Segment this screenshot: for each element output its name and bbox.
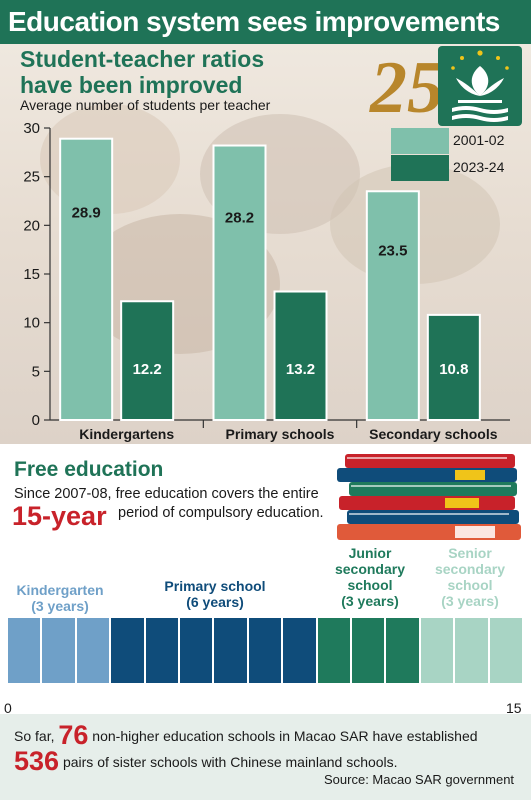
bar-value-label: 10.8 [439, 361, 468, 378]
bar-value-label: 28.9 [72, 204, 101, 221]
y-tick-label: 25 [23, 169, 40, 186]
subtitle-line-2: have been improved [20, 72, 243, 98]
stage-label-primary: Primary school (6 years) [112, 578, 318, 610]
x-tick-label: Primary schools [226, 426, 335, 442]
num-pairs: 536 [14, 746, 60, 776]
chart-subtitle: Student-teacher ratios have been improve… [20, 46, 264, 98]
y-tick-label: 0 [32, 412, 40, 429]
bar-value-label: 23.5 [378, 242, 407, 259]
year-segment [352, 618, 387, 683]
bar-axis-min: 0 [4, 700, 12, 716]
stage-years: (3 years) [341, 593, 399, 609]
bar-2001-02-kindergartens [59, 137, 114, 422]
free-education-title: Free education [14, 458, 164, 481]
y-tick-label: 15 [23, 266, 40, 283]
y-tick-label: 20 [23, 217, 40, 234]
year-segment [8, 618, 43, 683]
text-pairs: pairs of sister schools with Chinese mai… [62, 754, 398, 770]
stage-name-line: Senior [448, 545, 492, 561]
year-segment [180, 618, 215, 683]
stage-name-line: Junior [348, 545, 392, 561]
stage-label-senior-secondary: Senior secondary school (3 years) [418, 545, 522, 609]
bar-2001-02-primary-schools [212, 144, 267, 422]
stage-name: Primary school [164, 578, 266, 594]
stage-name-line: school [447, 577, 493, 593]
legend-swatch [391, 128, 449, 154]
year-segment [248, 618, 284, 683]
bar-2023-24-kindergartens [120, 300, 175, 421]
year-segment [317, 618, 353, 683]
sister-schools-line2: 536 pairs of sister schools with Chinese… [14, 746, 398, 777]
subtitle-line-1: Student-teacher ratios [20, 46, 265, 72]
svg-text:25: 25 [369, 47, 444, 128]
text-prefix: So far, [14, 728, 55, 744]
bar-chart: 0 5 10 15 20 25 30 Kindergartens Primary schools… [23, 120, 510, 442]
stage-label-kindergarten: Kindergarten (3 years) [8, 582, 112, 614]
bar-2001-02-secondary-schools [365, 190, 420, 422]
year-segment [386, 618, 421, 683]
sister-schools-box [0, 714, 531, 800]
legend-label: 2001-02 [453, 132, 505, 148]
year-segment [42, 618, 77, 683]
year-segment [489, 618, 523, 683]
y-tick-label: 30 [23, 120, 40, 137]
book-stack-icon [337, 454, 521, 540]
year-segment [283, 618, 318, 683]
y-axis-label: Average number of students per teacher [20, 97, 271, 113]
macao-25th-anniversary-emblem-icon: 25 [369, 46, 522, 128]
stage-years: (6 years) [186, 594, 244, 610]
bar-value-label: 28.2 [225, 209, 254, 226]
year-segment [420, 618, 456, 683]
bar-value-label: 13.2 [286, 361, 315, 378]
fifteen-year-bar [8, 618, 523, 683]
legend-label: 2023-24 [453, 159, 505, 175]
text-schools: non-higher education schools in Macao SA… [92, 728, 478, 744]
free-education-line1: Since 2007-08, free education covers the… [14, 486, 319, 502]
stage-years: (3 years) [441, 593, 499, 609]
source-note: Source: Macao SAR government [324, 772, 515, 787]
bar-2023-24-secondary-schools [426, 313, 481, 422]
stage-name-line: school [347, 577, 393, 593]
year-segment [455, 618, 490, 683]
legend-swatch [391, 155, 449, 181]
free-education-highlight: 15-year [12, 501, 107, 531]
year-segment [214, 618, 249, 683]
y-tick-label: 10 [23, 315, 40, 332]
free-education-line2: period of compulsory education. [118, 505, 324, 521]
year-segment [145, 618, 181, 683]
year-segment [111, 618, 146, 683]
bar-axis-max: 15 [506, 700, 522, 716]
stage-name: Kindergarten [16, 582, 104, 598]
header-banner: Education system sees improvements [0, 0, 531, 44]
y-tick-label: 5 [32, 363, 40, 380]
bar-2023-24-primary-schools [273, 290, 328, 421]
stage-label-junior-secondary: Junior secondary school (3 years) [318, 545, 422, 609]
x-tick-label: Kindergartens [79, 426, 174, 442]
year-segment [76, 618, 112, 683]
page-title: Education system sees improvements [8, 6, 500, 37]
sister-schools-line1: So far, 76 non-higher education schools … [14, 720, 478, 751]
num-schools: 76 [58, 720, 89, 750]
x-tick-label: Secondary schools [369, 426, 498, 442]
stage-name-line: secondary [434, 561, 506, 577]
bar-value-label: 12.2 [133, 361, 162, 378]
stage-years: (3 years) [31, 598, 89, 614]
stage-name-line: secondary [334, 561, 406, 577]
